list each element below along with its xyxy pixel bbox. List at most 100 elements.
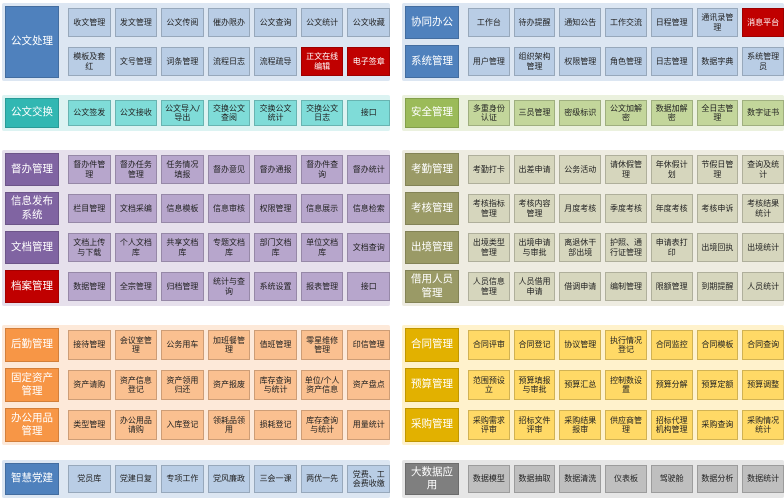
module-button[interactable]: 借调申请 — [559, 272, 602, 301]
module-button[interactable]: 加班餐管理 — [207, 330, 251, 360]
module-button[interactable]: 权限管理 — [559, 47, 602, 76]
module-button[interactable]: 部门文档库 — [254, 233, 297, 262]
module-button[interactable]: 流程疏导 — [254, 47, 297, 76]
module-button[interactable]: 信息审核 — [207, 194, 251, 223]
module-button[interactable]: 资产请购 — [68, 370, 111, 400]
module-button[interactable]: 用户管理 — [468, 47, 510, 76]
module-button[interactable]: 节假日管理 — [696, 155, 739, 184]
module-button[interactable]: 资产报废 — [207, 370, 251, 400]
module-button[interactable]: 数据加解密 — [650, 100, 693, 126]
module-button[interactable]: 共享文档库 — [161, 233, 204, 262]
module-button[interactable]: 接口 — [347, 100, 390, 126]
module-button[interactable]: 多重身份认证 — [468, 100, 510, 126]
module-button[interactable]: 组织架构管理 — [513, 47, 556, 76]
module-button[interactable]: 专项工作 — [161, 465, 204, 493]
module-button[interactable]: 合同监控 — [650, 330, 693, 360]
module-button[interactable]: 交换公文日志 — [300, 100, 344, 126]
module-button[interactable]: 文档上传与下载 — [68, 233, 111, 262]
module-button[interactable]: 公文接收 — [114, 100, 158, 126]
module-button[interactable]: 公文收藏 — [347, 8, 390, 37]
module-button[interactable]: 合同查询 — [742, 330, 784, 360]
module-button[interactable]: 公文导入/导出 — [161, 100, 204, 126]
module-button[interactable]: 公文传阅 — [161, 8, 204, 37]
module-button[interactable]: 损耗登记 — [254, 410, 297, 440]
module-button[interactable]: 出境回执 — [696, 233, 739, 262]
module-button[interactable]: 文号管理 — [114, 47, 158, 76]
module-button[interactable]: 库存查询与统计 — [254, 370, 297, 400]
module-button[interactable]: 信息检索 — [347, 194, 390, 223]
module-button[interactable]: 领耗品领用 — [207, 410, 251, 440]
module-button[interactable]: 工作交流 — [605, 8, 647, 37]
module-button[interactable]: 到期提醒 — [696, 272, 739, 301]
module-button[interactable]: 考核指标管理 — [468, 194, 510, 223]
module-button[interactable]: 统计与查询 — [207, 272, 251, 301]
module-button[interactable]: 督办件管理 — [68, 155, 111, 184]
module-button[interactable]: 模板及套红 — [68, 47, 111, 76]
module-button[interactable]: 数据抽取 — [513, 465, 556, 493]
module-button[interactable]: 正文在线编辑 — [300, 47, 344, 76]
module-button[interactable]: 接口 — [347, 272, 390, 301]
module-button[interactable]: 信息展示 — [300, 194, 344, 223]
module-button[interactable]: 公文统计 — [300, 8, 344, 37]
module-button[interactable]: 三员管理 — [513, 100, 556, 126]
module-button[interactable]: 任务情况填报 — [161, 155, 204, 184]
module-button[interactable]: 督办意见 — [207, 155, 251, 184]
module-button[interactable]: 预算填报与审批 — [513, 370, 556, 400]
module-button[interactable]: 申请表打印 — [650, 233, 693, 262]
module-button[interactable]: 数据管理 — [68, 272, 111, 301]
module-button[interactable]: 信息模板 — [161, 194, 204, 223]
module-button[interactable]: 党风廉政 — [207, 465, 251, 493]
module-button[interactable]: 供应商管理 — [605, 410, 647, 440]
module-button[interactable]: 数据分析 — [696, 465, 739, 493]
module-button[interactable]: 合同模板 — [696, 330, 739, 360]
module-button[interactable]: 办公用品请购 — [114, 410, 158, 440]
module-button[interactable]: 年休假计划 — [650, 155, 693, 184]
module-button[interactable]: 栏目管理 — [68, 194, 111, 223]
module-button[interactable]: 词条管理 — [161, 47, 204, 76]
module-button[interactable]: 用量统计 — [347, 410, 390, 440]
module-button[interactable]: 采购结果报审 — [559, 410, 602, 440]
module-button[interactable]: 数据模型 — [468, 465, 510, 493]
module-button[interactable]: 驾驶舱 — [650, 465, 693, 493]
module-button[interactable]: 党建日复 — [114, 465, 158, 493]
module-button[interactable]: 印信管理 — [347, 330, 390, 360]
module-button[interactable]: 全宗管理 — [114, 272, 158, 301]
module-button[interactable]: 执行情况登记 — [605, 330, 647, 360]
module-button[interactable]: 资产盘点 — [347, 370, 390, 400]
module-button[interactable]: 预算定额 — [696, 370, 739, 400]
module-button[interactable]: 公文查询 — [254, 8, 297, 37]
module-button[interactable]: 资产信息登记 — [114, 370, 158, 400]
module-button[interactable]: 党费、工会费收缴 — [347, 465, 390, 493]
module-button[interactable]: 全日志管理 — [696, 100, 739, 126]
module-button[interactable]: 公务用车 — [161, 330, 204, 360]
module-button[interactable]: 考核结果统计 — [742, 194, 784, 223]
module-button[interactable]: 合同评审 — [468, 330, 510, 360]
module-button[interactable]: 考核内容管理 — [513, 194, 556, 223]
module-button[interactable]: 限额管理 — [650, 272, 693, 301]
module-button[interactable]: 合同登记 — [513, 330, 556, 360]
module-button[interactable]: 会议室管理 — [114, 330, 158, 360]
module-button[interactable]: 公文加解密 — [605, 100, 647, 126]
module-button[interactable]: 范围预设立 — [468, 370, 510, 400]
module-button[interactable]: 公务活动 — [559, 155, 602, 184]
module-button[interactable]: 出境类型管理 — [468, 233, 510, 262]
module-button[interactable]: 两优一先 — [300, 465, 344, 493]
module-button[interactable]: 流程日志 — [207, 47, 251, 76]
module-button[interactable]: 入库登记 — [161, 410, 204, 440]
module-button[interactable]: 督办通报 — [254, 155, 297, 184]
module-button[interactable]: 文档查询 — [347, 233, 390, 262]
module-button[interactable]: 督办任务管理 — [114, 155, 158, 184]
module-button[interactable]: 编制管理 — [605, 272, 647, 301]
module-button[interactable]: 人员统计 — [742, 272, 784, 301]
module-button[interactable]: 人员信息管理 — [468, 272, 510, 301]
module-button[interactable]: 接待管理 — [68, 330, 111, 360]
module-button[interactable]: 仪表板 — [605, 465, 647, 493]
module-button[interactable]: 查询及统计 — [742, 155, 784, 184]
module-button[interactable]: 公文签发 — [68, 100, 111, 126]
module-button[interactable]: 专题文档库 — [207, 233, 251, 262]
module-button[interactable]: 资产领用归还 — [161, 370, 204, 400]
module-button[interactable]: 系统设置 — [254, 272, 297, 301]
module-button[interactable]: 系统管理员 — [742, 47, 784, 76]
module-button[interactable]: 协议管理 — [559, 330, 602, 360]
module-button[interactable]: 交换公文统计 — [254, 100, 297, 126]
